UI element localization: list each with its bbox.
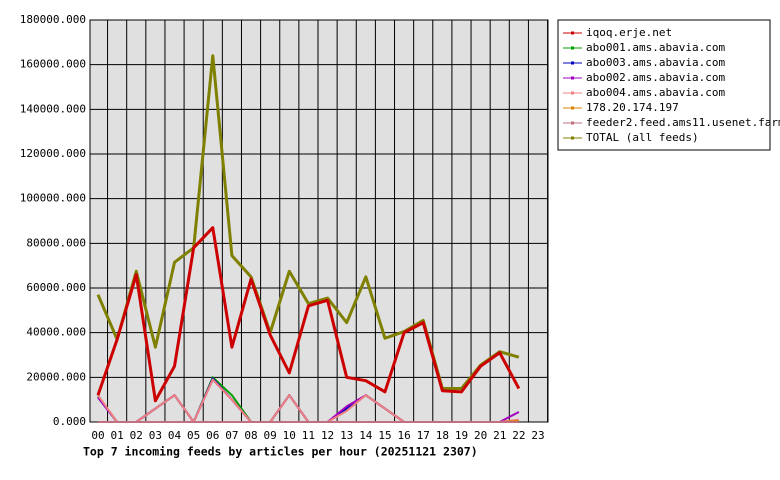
legend-marker (571, 106, 574, 110)
y-tick-label: 160000.000 (20, 58, 86, 71)
y-tick-label: 140000.000 (20, 102, 86, 115)
legend-marker (571, 91, 574, 95)
x-tick-label: 10 (283, 429, 296, 442)
legend-label: iqoq.erje.net (586, 26, 672, 39)
x-tick-label: 06 (206, 429, 219, 442)
legend-label: 178.20.174.197 (586, 101, 679, 114)
x-tick-label: 09 (264, 429, 277, 442)
y-tick-label: 60000.000 (26, 281, 86, 294)
x-tick-label: 20 (474, 429, 487, 442)
x-tick-label: 19 (455, 429, 468, 442)
legend-box (557, 19, 771, 151)
x-tick-label: 17 (417, 429, 430, 442)
legend-label: abo003.ams.abavia.com (586, 56, 725, 69)
x-tick-label: 14 (359, 429, 373, 442)
legend-marker (571, 46, 574, 50)
x-tick-label: 15 (378, 429, 391, 442)
chart-title: Top 7 incoming feeds by articles per hou… (83, 445, 478, 459)
y-tick-label: 20000.000 (26, 370, 86, 383)
x-tick-label: 03 (149, 429, 162, 442)
legend-label: abo001.ams.abavia.com (586, 41, 725, 54)
legend-marker (571, 136, 574, 140)
x-tick-label: 21 (493, 429, 506, 442)
x-tick-label: 01 (111, 429, 124, 442)
series-line (96, 226, 521, 403)
legend-marker (571, 61, 574, 65)
y-tick-label: 80000.000 (26, 236, 86, 249)
x-tick-label: 08 (244, 429, 257, 442)
legend-marker (571, 121, 574, 125)
x-tick-label: 05 (187, 429, 200, 442)
y-tick-label: 120000.000 (20, 147, 86, 160)
x-tick-label: 18 (436, 429, 449, 442)
x-tick-label: 12 (321, 429, 334, 442)
x-tick-label: 04 (168, 429, 182, 442)
series-line (96, 54, 520, 390)
plot-area (89, 19, 549, 423)
x-tick-label: 16 (397, 429, 410, 442)
x-tick-label: 07 (225, 429, 238, 442)
x-tick-label: 11 (302, 429, 315, 442)
legend-marker (571, 76, 574, 80)
x-tick-label: 13 (340, 429, 353, 442)
legend-label: abo002.ams.abavia.com (586, 71, 725, 84)
x-tick-label: 22 (512, 429, 525, 442)
legend-label: feeder2.feed.ams11.usenet.farm (586, 116, 780, 129)
legend-label: TOTAL (all feeds) (586, 131, 699, 144)
legend-label: abo004.ams.abavia.com (586, 86, 725, 99)
y-tick-label: 100000.000 (20, 192, 86, 205)
x-tick-label: 02 (130, 429, 143, 442)
y-tick-label: 180000.000 (20, 13, 86, 26)
x-tick-label: 23 (531, 429, 544, 442)
y-tick-label: 0.000 (53, 415, 86, 428)
x-tick-label: 00 (91, 429, 104, 442)
y-tick-label: 40000.000 (26, 326, 86, 339)
legend-marker (571, 31, 574, 35)
